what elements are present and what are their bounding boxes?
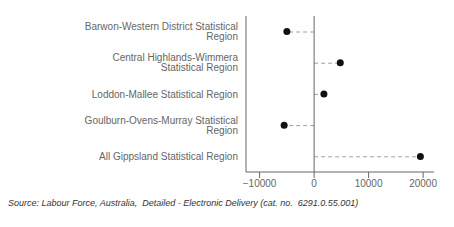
svg-text:Loddon-Mallee Statistical Regi: Loddon-Mallee Statistical Region — [92, 89, 238, 100]
svg-text:10000: 10000 — [355, 178, 383, 189]
svg-text:Goulburn-Ovens-Murray Statisti: Goulburn-Ovens-Murray StatisticalRegion — [85, 115, 238, 136]
svg-text:0: 0 — [311, 178, 317, 189]
svg-text:20000: 20000 — [409, 178, 437, 189]
html-text:Source: Labour Force, Australi: Source: Labour Force, Australia, Detaile… — [8, 198, 359, 208]
svg-text:−10000: −10000 — [243, 178, 277, 189]
svg-text:All Gippsland Statistical Regi: All Gippsland Statistical Region — [99, 151, 238, 162]
svg-text:Barwon-Western District Statis: Barwon-Western District StatisticalRegio… — [85, 21, 238, 42]
svg-text:Central Highlands-WimmeraStati: Central Highlands-WimmeraStatistical Reg… — [112, 52, 238, 73]
